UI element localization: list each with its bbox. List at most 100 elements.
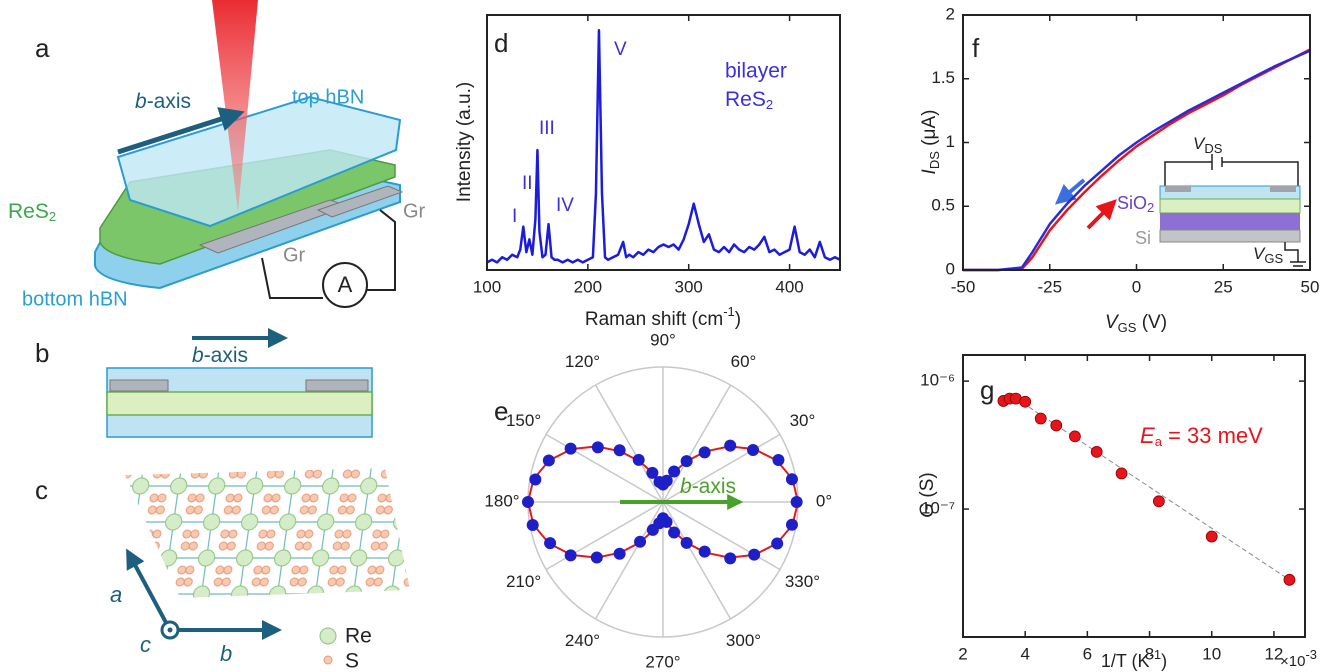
theta-tick-label: 300° bbox=[726, 631, 761, 650]
figure: a b-axis top hBN ReS2 Gr Gr A bottom hBN… bbox=[0, 0, 1321, 672]
x-tick-label: 12 bbox=[1264, 644, 1283, 663]
electrode-label: Gr bbox=[403, 200, 426, 222]
inset-electrode bbox=[1165, 186, 1191, 192]
label-part: 2 bbox=[1147, 200, 1154, 215]
label-part: (V) bbox=[1136, 312, 1167, 333]
label-part: -axis bbox=[204, 344, 248, 367]
data-point bbox=[1206, 531, 1217, 542]
axis-label: c bbox=[140, 632, 151, 657]
theta-tick-label: 180° bbox=[484, 491, 519, 510]
inset-layer bbox=[1160, 213, 1300, 230]
theta-tick-label: 30° bbox=[790, 411, 816, 430]
spoke bbox=[546, 502, 663, 570]
electrode-label: Gr bbox=[283, 244, 306, 266]
layer-label: ReS2 bbox=[8, 200, 56, 225]
label-part: b bbox=[135, 90, 147, 113]
data-point bbox=[668, 526, 680, 538]
legend-s-swatch bbox=[324, 656, 332, 664]
panel-label: b bbox=[35, 338, 49, 368]
data-point bbox=[1284, 574, 1295, 585]
c-axis-dot bbox=[168, 628, 173, 633]
data-point bbox=[1020, 396, 1031, 407]
data-point bbox=[614, 444, 626, 456]
spoke bbox=[663, 502, 780, 570]
plot: 100 200 300 400 bbox=[473, 15, 840, 296]
inset-layer bbox=[1160, 230, 1300, 242]
x-tick-label: 50 bbox=[1301, 277, 1320, 296]
label-part: ReS bbox=[725, 88, 766, 111]
x-axis-title: VGS (V) bbox=[1105, 312, 1167, 335]
data-point bbox=[1153, 496, 1164, 507]
inset-layer bbox=[1160, 199, 1300, 213]
ammeter-label: A bbox=[338, 272, 353, 297]
spoke bbox=[596, 502, 664, 619]
axis-label: b-axis bbox=[192, 344, 248, 367]
label-part: b bbox=[192, 344, 204, 367]
a-axis-arrow bbox=[128, 552, 170, 630]
data-point bbox=[592, 441, 604, 453]
theta-tick-label: 270° bbox=[645, 652, 680, 671]
panel-label: c bbox=[35, 475, 48, 505]
label-part: -1 bbox=[723, 304, 735, 319]
data-point bbox=[699, 446, 711, 458]
data-point bbox=[565, 443, 577, 455]
x-tick-label: 0 bbox=[1132, 277, 1141, 296]
data-point bbox=[646, 467, 658, 479]
data-point bbox=[786, 519, 798, 531]
x-tick-label: 8 bbox=[1145, 644, 1154, 663]
y-tick-label: 1 bbox=[946, 132, 955, 151]
theta-tick-label: 120° bbox=[565, 352, 600, 371]
x-tick-label: 300 bbox=[675, 277, 703, 296]
inset-wire bbox=[1165, 162, 1298, 186]
panel-c: c a c b Re S bbox=[35, 468, 410, 672]
data-point bbox=[591, 552, 603, 564]
annotation: bilayer bbox=[725, 60, 787, 83]
x-tick-label: -25 bbox=[1037, 277, 1062, 296]
data-point bbox=[661, 516, 673, 528]
inset-label: VDS bbox=[1193, 134, 1223, 156]
label-part: ) bbox=[1161, 651, 1167, 671]
label-part: 2 bbox=[766, 97, 773, 112]
x-tick-label: 10 bbox=[1202, 644, 1221, 663]
panel-a: a b-axis top hBN ReS2 Gr Gr A bottom hBN bbox=[8, 0, 426, 310]
inset-label: VGS bbox=[1253, 244, 1283, 266]
data-point bbox=[522, 496, 534, 508]
label-part: -3 bbox=[1305, 647, 1317, 662]
theta-tick-label: 90° bbox=[650, 330, 676, 349]
label-part: ReS bbox=[8, 200, 49, 223]
crystal-lattice bbox=[125, 468, 410, 598]
spoke bbox=[663, 502, 731, 619]
data-point bbox=[529, 473, 541, 485]
data-point bbox=[544, 537, 556, 549]
label-part: ) bbox=[735, 309, 741, 330]
x-tick-label: 400 bbox=[775, 277, 803, 296]
label-part: DS bbox=[927, 151, 942, 169]
legend-label: S bbox=[345, 650, 359, 672]
electrode bbox=[110, 380, 168, 391]
theta-tick-label: 210° bbox=[506, 572, 541, 591]
panel-label: d bbox=[494, 28, 508, 58]
x-tick-label: -50 bbox=[951, 277, 976, 296]
sweep-arrow bbox=[1088, 202, 1114, 228]
label-part: Raman shift (cm bbox=[585, 309, 723, 330]
y-axis-title: IDS (μA) bbox=[919, 110, 942, 175]
x-tick-label: 6 bbox=[1083, 644, 1092, 663]
x-tick-label: 100 bbox=[473, 277, 501, 296]
data-point bbox=[786, 473, 798, 485]
data-point bbox=[633, 454, 645, 466]
data-point bbox=[543, 454, 555, 466]
data-point bbox=[747, 444, 759, 456]
y-tick-label: 2 bbox=[946, 4, 955, 23]
axis-label: b-axis bbox=[680, 475, 736, 498]
inset-label: SiO2 bbox=[1117, 193, 1154, 216]
annotation: ReS2 bbox=[725, 88, 773, 113]
label-part: = 33 meV bbox=[1162, 423, 1263, 448]
data-point bbox=[1069, 431, 1080, 442]
label-part: ×10 bbox=[1280, 653, 1305, 670]
x-tick-label: 200 bbox=[574, 277, 602, 296]
data-line bbox=[487, 30, 840, 262]
data-point bbox=[681, 455, 693, 467]
peak-label: I bbox=[512, 206, 517, 227]
spoke bbox=[596, 385, 664, 502]
